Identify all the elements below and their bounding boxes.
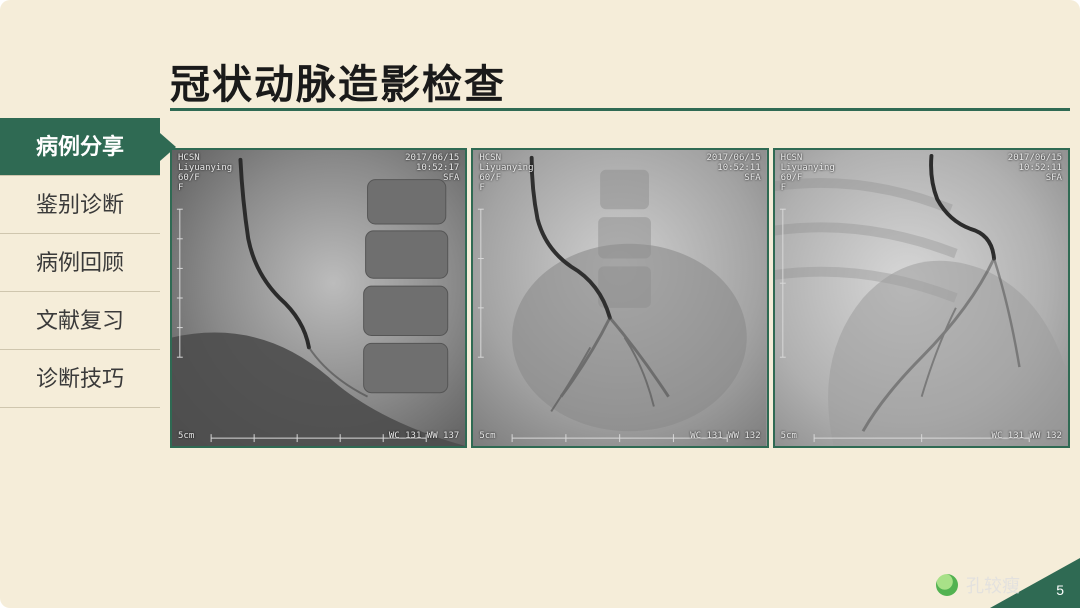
overlay-top-right: 2017/06/15 10:52:11 SFA — [706, 154, 760, 184]
sidebar-item-differential[interactable]: 鉴别诊断 — [0, 176, 160, 234]
overlay-top-right: 2017/06/15 10:52:11 SFA — [1008, 154, 1062, 184]
overlay-bottom-right: WC 131 WW 137 — [389, 432, 459, 442]
overlay-bottom-right: WC 131 WW 132 — [690, 432, 760, 442]
sidebar-item-case-review[interactable]: 病例回顾 — [0, 234, 160, 292]
slide-root: 冠状动脉造影检查 病例分享 鉴别诊断 病例回顾 文献复习 诊断技巧 — [0, 0, 1080, 608]
angiography-panel-3: HCSN Liyuanying 60/F F 2017/06/15 10:52:… — [773, 148, 1070, 448]
sidebar-item-label: 诊断技巧 — [36, 366, 124, 391]
page-number: 5 — [1056, 582, 1064, 598]
overlay-top-left: HCSN Liyuanying 60/F F — [178, 154, 232, 194]
sidebar-item-label: 病例分享 — [36, 134, 124, 159]
overlay-top-left: HCSN Liyuanying 60/F F — [781, 154, 835, 194]
angiography-svg-1 — [172, 150, 465, 446]
sidebar-item-tips[interactable]: 诊断技巧 — [0, 350, 160, 408]
watermark-text: 孔较瘦 — [966, 572, 1020, 598]
angiography-images: HCSN Liyuanying 60/F F 2017/06/15 10:52:… — [170, 148, 1070, 448]
sidebar: 病例分享 鉴别诊断 病例回顾 文献复习 诊断技巧 — [0, 118, 160, 408]
overlay-bottom-left: 5cm — [781, 432, 797, 442]
sidebar-item-case-share[interactable]: 病例分享 — [0, 118, 160, 176]
sidebar-item-label: 鉴别诊断 — [36, 192, 124, 217]
overlay-bottom-right: WC 131 WW 132 — [992, 432, 1062, 442]
overlay-bottom-left: 5cm — [178, 432, 194, 442]
angiography-panel-2: HCSN Liyuanying 60/F F 2017/06/15 10:52:… — [471, 148, 768, 448]
sidebar-item-literature[interactable]: 文献复习 — [0, 292, 160, 350]
title-underline — [170, 108, 1070, 111]
sidebar-item-label: 病例回顾 — [36, 250, 124, 275]
angiography-svg-3 — [775, 150, 1068, 446]
angiography-panel-1: HCSN Liyuanying 60/F F 2017/06/15 10:52:… — [170, 148, 467, 448]
angiography-svg-2 — [473, 150, 766, 446]
watermark: 孔较瘦 — [936, 572, 1020, 598]
page-title: 冠状动脉造影检查 — [170, 52, 506, 110]
overlay-top-left: HCSN Liyuanying 60/F F — [479, 154, 533, 194]
overlay-top-right: 2017/06/15 10:52:17 SFA — [405, 154, 459, 184]
sidebar-item-label: 文献复习 — [36, 308, 124, 333]
wechat-icon — [936, 574, 958, 596]
overlay-bottom-left: 5cm — [479, 432, 495, 442]
